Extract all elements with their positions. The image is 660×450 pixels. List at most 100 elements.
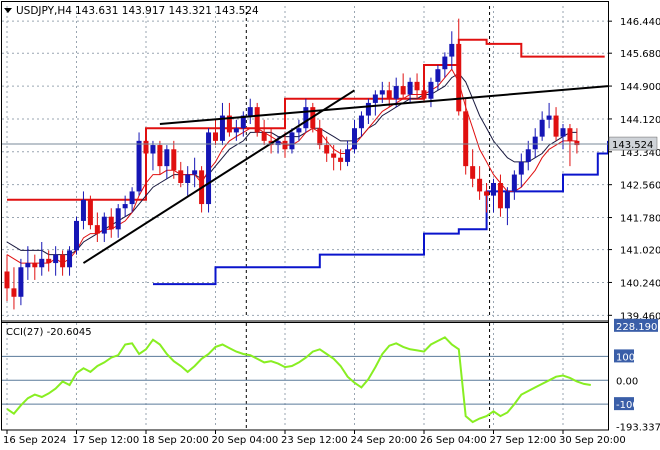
cci-tick-badge [614, 349, 634, 363]
bull-candle[interactable] [379, 81, 385, 103]
bear-candle[interactable] [261, 119, 267, 146]
trendline[interactable] [82, 89, 356, 264]
triangle-down-icon[interactable] [4, 8, 12, 13]
candle-body [484, 191, 490, 196]
price-panel-frame [1, 1, 609, 323]
bear-candle[interactable] [4, 254, 10, 301]
bull-candle[interactable] [80, 191, 86, 230]
trendline[interactable] [159, 85, 609, 125]
bull-candle[interactable] [428, 77, 434, 108]
bear-candle[interactable] [87, 195, 93, 230]
bear-candle[interactable] [484, 182, 490, 213]
candle-body [379, 90, 385, 95]
bull-candle[interactable] [435, 64, 441, 91]
candle-body [372, 94, 378, 103]
bull-candle[interactable] [115, 204, 121, 238]
bear-candle[interactable] [567, 123, 573, 167]
trendlines[interactable] [82, 85, 609, 264]
bull-candle[interactable] [546, 102, 552, 129]
candle-body [254, 107, 260, 133]
time-tick-label: 18 Sep 20:00 [142, 435, 209, 446]
bull-candle[interactable] [372, 90, 378, 116]
bull-candle[interactable] [247, 98, 253, 124]
bull-candle[interactable] [393, 77, 399, 108]
bull-candle[interactable] [129, 187, 135, 213]
bull-candle[interactable] [449, 31, 455, 70]
bear-candle[interactable] [477, 166, 483, 200]
candle-body [296, 128, 302, 133]
bear-candle[interactable] [331, 145, 337, 171]
candles[interactable] [4, 18, 580, 310]
bear-candle[interactable] [157, 140, 163, 175]
bull-candle[interactable] [233, 119, 239, 141]
bull-candle[interactable] [219, 102, 225, 146]
bull-candle[interactable] [150, 140, 156, 171]
bull-candle[interactable] [240, 111, 246, 137]
bull-candle[interactable] [345, 140, 351, 167]
bull-candle[interactable] [504, 187, 510, 226]
bear-candle[interactable] [324, 136, 330, 162]
bull-candle[interactable] [358, 111, 364, 137]
bull-candle[interactable] [289, 128, 295, 154]
bear-candle[interactable] [254, 102, 260, 137]
bear-candle[interactable] [226, 102, 232, 137]
bull-candle[interactable] [25, 246, 31, 280]
bear-candle[interactable] [421, 73, 427, 103]
bear-candle[interactable] [171, 140, 177, 179]
bull-candle[interactable] [560, 123, 566, 150]
bear-candle[interactable] [94, 212, 100, 242]
cci-line [6, 336, 591, 424]
bull-candle[interactable] [18, 258, 24, 306]
bear-candle[interactable] [463, 98, 469, 175]
bear-candle[interactable] [414, 73, 420, 99]
cci-tick-label: -100 [616, 400, 639, 411]
candle-body [143, 140, 149, 154]
bear-candle[interactable] [497, 174, 503, 217]
bull-candle[interactable] [101, 212, 107, 242]
bull-candle[interactable] [67, 246, 73, 276]
bull-candle[interactable] [53, 246, 59, 276]
candle-body [518, 161, 524, 175]
bear-candle[interactable] [11, 267, 17, 310]
bull-candle[interactable] [442, 52, 448, 78]
bull-candle[interactable] [511, 170, 517, 200]
bull-candle[interactable] [164, 145, 170, 179]
bear-candle[interactable] [470, 149, 476, 188]
price-tick-label: 139.460 [620, 311, 660, 322]
bull-candle[interactable] [525, 140, 531, 171]
bull-candle[interactable] [122, 195, 128, 217]
bear-candle[interactable] [32, 254, 38, 280]
bear-candle[interactable] [574, 128, 580, 154]
bull-candle[interactable] [206, 128, 212, 213]
bear-candle[interactable] [400, 73, 406, 99]
bear-candle[interactable] [60, 250, 66, 276]
bear-candle[interactable] [178, 161, 184, 188]
bull-candle[interactable] [407, 77, 413, 103]
bear-candle[interactable] [143, 128, 149, 162]
bull-candle[interactable] [532, 128, 538, 158]
bear-candle[interactable] [282, 132, 288, 158]
bull-candle[interactable] [491, 178, 496, 213]
bear-candle[interactable] [386, 81, 392, 108]
bull-candle[interactable] [303, 98, 309, 133]
bull-candle[interactable] [352, 119, 357, 154]
bull-candle[interactable] [539, 111, 545, 141]
bull-candle[interactable] [365, 98, 371, 124]
bear-candle[interactable] [553, 107, 559, 141]
candle-body [560, 128, 566, 137]
bear-candle[interactable] [338, 149, 344, 171]
bear-candle[interactable] [108, 208, 114, 238]
candle-body [213, 132, 218, 141]
bear-candle[interactable] [213, 119, 218, 146]
bull-candle[interactable] [518, 153, 524, 188]
bull-candle[interactable] [136, 132, 142, 196]
bull-candle[interactable] [296, 119, 302, 141]
bull-candle[interactable] [192, 157, 198, 188]
bull-candle[interactable] [39, 241, 45, 276]
bear-candle[interactable] [46, 250, 52, 272]
bull-candle[interactable] [74, 216, 79, 255]
bull-candle[interactable] [185, 166, 191, 196]
candle-body [532, 136, 538, 150]
candle-body [164, 149, 170, 167]
